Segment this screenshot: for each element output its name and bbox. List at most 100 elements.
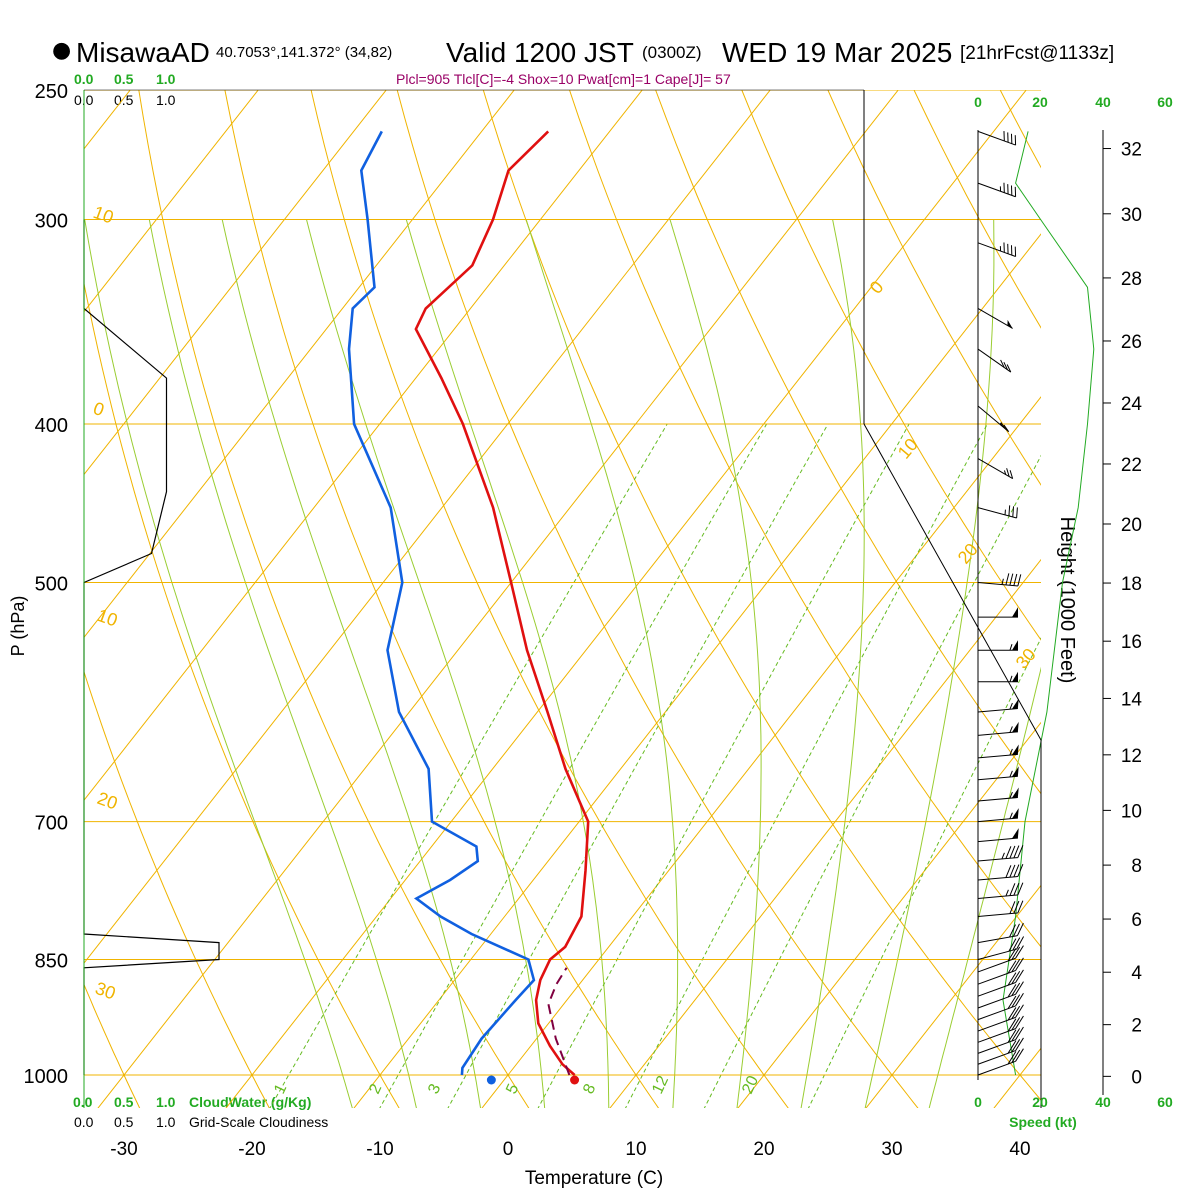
wind-barb-staff (977, 582, 1018, 587)
wind-barb-flag (1015, 1015, 1024, 1029)
top-cloudiness-2: 1.0 (156, 92, 176, 108)
pressure-tick-label: 1000 (24, 1066, 69, 1088)
wind-barb-flag (1008, 505, 1011, 516)
speed-axis-label: Speed (kt) (1009, 1114, 1077, 1130)
wind-barb-flag (1007, 948, 1017, 962)
moist-adiabat-line (525, 219, 679, 1108)
bottom-cloudwater-2: 1.0 (156, 1094, 176, 1110)
wind-barb (977, 242, 1017, 257)
wind-barb (977, 957, 1024, 985)
speed-tick-top: 40 (1095, 94, 1111, 110)
wind-barb (977, 936, 1025, 961)
wind-barb-staff (977, 993, 1016, 1009)
isotherm-line (97, 90, 899, 1108)
wind-barb-flag (1011, 1005, 1021, 1019)
top-cloudiness-1: 0.5 (114, 92, 134, 108)
moist-adiabat-line (221, 219, 482, 1108)
wind-barb-half-flag (1009, 644, 1013, 651)
dry-adiabat-label: 0 (91, 398, 107, 420)
wind-barb-half-flag (1009, 748, 1013, 756)
isotherm-line (84, 90, 771, 964)
temperature-tick-label: 10 (625, 1139, 646, 1160)
wind-barb (977, 405, 1010, 433)
isotherm-line (0, 61, 25, 1110)
wind-barb (977, 130, 1017, 146)
forecast-info: [21hrFcst@1133z] (960, 43, 1114, 64)
bottom-cloudiness-2: 1.0 (156, 1114, 176, 1130)
surface-temperature-dot (570, 1075, 580, 1085)
dry-adiabat-line (396, 90, 919, 1108)
mixing-ratio-label: 2 (366, 1081, 385, 1096)
mixing-ratio-label: 20 (739, 1073, 762, 1096)
isotherm-line (84, 90, 387, 476)
dry-adiabat-line (741, 90, 1041, 641)
wind-barb-flag (1011, 982, 1021, 996)
wind-barb-flag (1013, 900, 1020, 914)
wind-barb-flag (1009, 470, 1014, 479)
wind-barb-staff (977, 970, 1016, 985)
wind-barb (977, 1015, 1024, 1043)
mixing-ratio-line (269, 423, 668, 1108)
wind-barb-staff (977, 857, 1018, 862)
wind-barb (977, 308, 1013, 329)
speed-tick-bottom: 40 (1095, 1094, 1111, 1110)
wind-barb-staff (977, 1039, 1016, 1054)
dry-adiabat-label: 10 (894, 434, 922, 462)
wind-barb-staff (977, 1060, 1016, 1076)
wind-barb-flag (1003, 424, 1010, 432)
isotherm-line (84, 90, 643, 801)
mixing-ratio-line (625, 423, 988, 1108)
wind-barb-pennant (1011, 766, 1019, 777)
isotherm-line (84, 90, 259, 313)
wind-barb-staff (977, 308, 1013, 329)
wind-barb (978, 671, 1018, 683)
wind-barb-staff (977, 1050, 1016, 1065)
wind-barb-staff (977, 775, 1018, 781)
wind-barb-flag (1007, 995, 1017, 1009)
valid-time: Valid 1200 JST (446, 37, 634, 68)
wind-barb-flag (1012, 937, 1021, 951)
wind-barb-flag (1013, 864, 1020, 878)
wind-barb-flag (1007, 1029, 1017, 1043)
wind-barb-pennant (1007, 319, 1013, 329)
wind-barb-flag (1008, 938, 1017, 952)
wind-barb-flag (1017, 882, 1024, 896)
dry-adiabat-label: 10 (95, 605, 121, 631)
x-axis-label: Temperature (C) (525, 1168, 663, 1189)
speed-tick-bottom: 20 (1032, 1094, 1048, 1110)
wind-barb-pennant (1011, 698, 1019, 710)
wind-barb (977, 573, 1022, 587)
pressure-tick-label: 300 (35, 211, 68, 233)
wind-barb-flag (1006, 468, 1010, 477)
temperature-tick-label: 40 (1009, 1139, 1030, 1160)
height-tick-label: 32 (1121, 140, 1142, 161)
wind-barb-flag (1015, 969, 1024, 983)
wind-barb-flag (1007, 972, 1017, 986)
wind-barb-flag (1017, 845, 1024, 858)
height-tick-label: 18 (1121, 574, 1142, 595)
wind-barb-flag (1013, 923, 1020, 937)
wind-barb (977, 981, 1024, 1009)
height-tick-label: 4 (1131, 963, 1142, 984)
height-tick-label: 10 (1121, 801, 1142, 822)
mixing-ratio-label: 12 (649, 1073, 672, 1096)
wind-barb-flag (1011, 958, 1021, 973)
wind-barbs (977, 130, 1025, 1076)
bottom-cloudwater-1: 0.5 (114, 1094, 134, 1110)
speed-tick-top: 0 (974, 94, 982, 110)
wind-barb-flag (1016, 507, 1018, 519)
speed-tick-top: 20 (1032, 94, 1048, 110)
top-cloudwater-0: 0.0 (74, 71, 94, 87)
wind-barb-flag (1011, 1028, 1021, 1042)
wind-barb-flag (1005, 865, 1012, 878)
wind-barb-staff (977, 182, 1016, 198)
moist-adiabat-line (928, 666, 1041, 1108)
moist-adiabat-line (405, 219, 610, 1108)
wind-barb (977, 864, 1024, 881)
wind-barb (977, 828, 1019, 843)
wind-barb-flag (1007, 1040, 1017, 1054)
mixing-ratio-line (447, 423, 829, 1108)
mixing-ratio-label: 3 (425, 1081, 444, 1096)
isotherm-line (84, 90, 131, 150)
bottom-cloudwater-0: 0.0 (73, 1094, 93, 1110)
